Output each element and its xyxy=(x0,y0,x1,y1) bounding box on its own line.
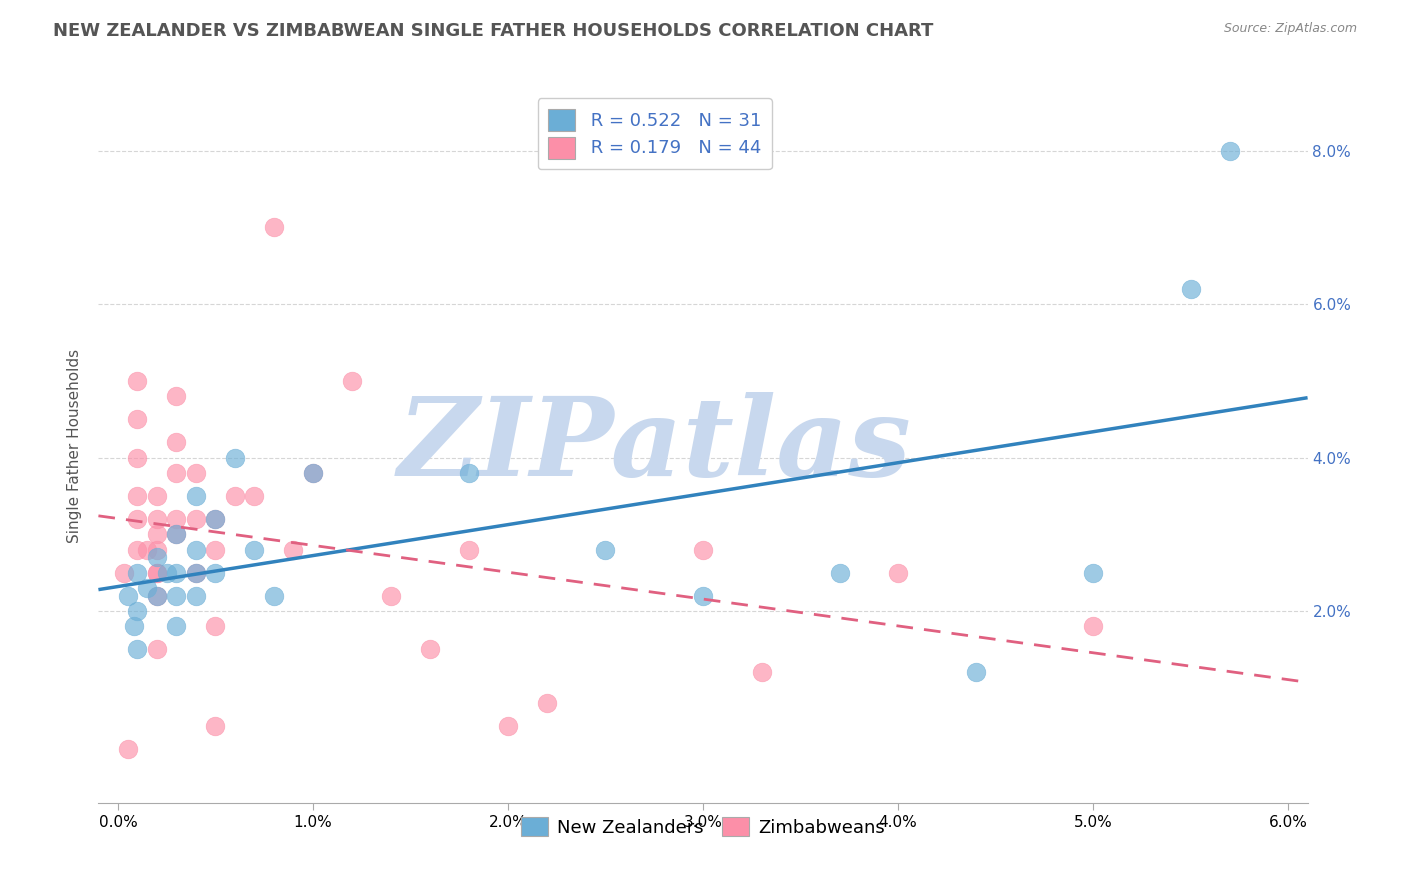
Point xyxy=(419,642,441,657)
Point xyxy=(136,581,159,595)
Point xyxy=(165,512,187,526)
Point xyxy=(692,589,714,603)
Point xyxy=(204,719,226,733)
Text: Source: ZipAtlas.com: Source: ZipAtlas.com xyxy=(1223,22,1357,36)
Point xyxy=(263,220,285,235)
Point xyxy=(458,466,481,480)
Text: NEW ZEALANDER VS ZIMBABWEAN SINGLE FATHER HOUSEHOLDS CORRELATION CHART: NEW ZEALANDER VS ZIMBABWEAN SINGLE FATHE… xyxy=(53,22,934,40)
Point xyxy=(184,566,207,580)
Point xyxy=(127,374,149,388)
Point xyxy=(146,489,169,503)
Point xyxy=(184,466,207,480)
Point xyxy=(127,489,149,503)
Point xyxy=(302,466,325,480)
Point xyxy=(146,589,169,603)
Point xyxy=(243,542,266,557)
Point xyxy=(117,742,139,756)
Point xyxy=(117,589,139,603)
Point xyxy=(204,542,226,557)
Point xyxy=(204,512,226,526)
Point xyxy=(146,512,169,526)
Point xyxy=(165,527,187,541)
Point xyxy=(127,450,149,465)
Point xyxy=(127,512,149,526)
Point xyxy=(965,665,987,680)
Point xyxy=(122,619,145,633)
Point xyxy=(184,542,207,557)
Point xyxy=(458,542,481,557)
Point xyxy=(204,566,226,580)
Point xyxy=(146,566,169,580)
Point xyxy=(127,604,149,618)
Legend: New Zealanders, Zimbabweans: New Zealanders, Zimbabweans xyxy=(515,810,891,844)
Point xyxy=(1081,619,1104,633)
Point xyxy=(165,527,187,541)
Point xyxy=(146,589,169,603)
Point xyxy=(1081,566,1104,580)
Point xyxy=(496,719,519,733)
Point xyxy=(380,589,402,603)
Point xyxy=(136,542,159,557)
Text: ZIPatlas: ZIPatlas xyxy=(398,392,911,500)
Point xyxy=(146,542,169,557)
Point xyxy=(263,589,285,603)
Point xyxy=(340,374,363,388)
Point xyxy=(536,696,558,710)
Point xyxy=(184,512,207,526)
Y-axis label: Single Father Households: Single Father Households xyxy=(67,349,83,543)
Point xyxy=(243,489,266,503)
Point xyxy=(165,435,187,450)
Point xyxy=(283,542,305,557)
Point xyxy=(184,566,207,580)
Point xyxy=(595,542,617,557)
Point xyxy=(1180,282,1202,296)
Point xyxy=(204,512,226,526)
Point xyxy=(692,542,714,557)
Point xyxy=(127,542,149,557)
Point xyxy=(1219,144,1241,158)
Point xyxy=(146,527,169,541)
Point xyxy=(156,566,179,580)
Point xyxy=(165,566,187,580)
Point xyxy=(751,665,773,680)
Point xyxy=(224,450,246,465)
Point xyxy=(165,619,187,633)
Point xyxy=(146,550,169,565)
Point xyxy=(146,642,169,657)
Point xyxy=(224,489,246,503)
Point xyxy=(165,389,187,403)
Point xyxy=(146,566,169,580)
Point xyxy=(887,566,910,580)
Point xyxy=(828,566,851,580)
Point xyxy=(184,589,207,603)
Point xyxy=(184,489,207,503)
Point xyxy=(127,642,149,657)
Point xyxy=(165,466,187,480)
Point xyxy=(127,566,149,580)
Point xyxy=(204,619,226,633)
Point xyxy=(112,566,135,580)
Point xyxy=(302,466,325,480)
Point xyxy=(165,589,187,603)
Point xyxy=(127,412,149,426)
